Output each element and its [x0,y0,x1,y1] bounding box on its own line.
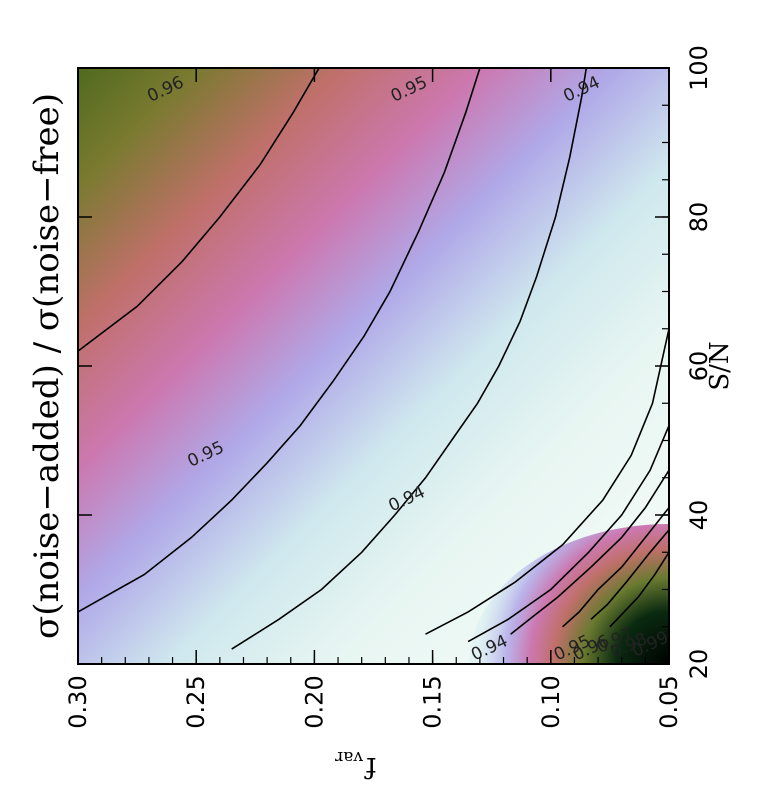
y-axis-label: f var [334,747,376,784]
contour-line-0.94-3 [425,328,669,635]
x-tick-label-0: 20 [685,649,713,680]
contour-line-0.96-5 [510,469,669,635]
x-tick-label-2: 60 [685,351,713,382]
y-tick-label-3: 0.20 [300,675,328,728]
chart-title: σ(noise−added) / σ(noise−free) [27,93,67,639]
y-tick-label-5: 0.30 [64,675,92,728]
contour-line-0.97-6 [562,507,669,628]
x-tick-label-1: 40 [685,500,713,531]
y-tick-label-1: 0.10 [537,675,565,728]
y-tick-label-0: 0.05 [655,675,683,728]
x-axis-label: S/N [705,341,735,390]
contour-line-0.98-7 [590,529,669,620]
contour-line-0.94-0 [231,68,588,650]
y-axis-ticks: 0.05 0.10 0.15 0.20 0.25 0.30 [64,68,683,729]
contour-lines [78,68,669,650]
heatmap-corner-peak [469,524,669,664]
y-tick-label-2: 0.15 [419,675,447,728]
x-tick-label-3: 80 [685,202,713,233]
y-tick-label-4: 0.25 [182,675,210,728]
x-axis-ticks: 20 40 60 80 100 [78,45,713,679]
heatmap-area [78,68,669,664]
x-tick-label-4: 100 [685,45,713,91]
y-axis-label-sub: var [334,747,364,767]
contour-line-0.95-4 [467,425,669,643]
contour-line-0.99-8 [609,551,669,628]
contour-line-0.96-2 [78,68,320,352]
contour-line-0.95-1 [78,68,481,613]
y-axis-label-main: f [363,751,376,784]
